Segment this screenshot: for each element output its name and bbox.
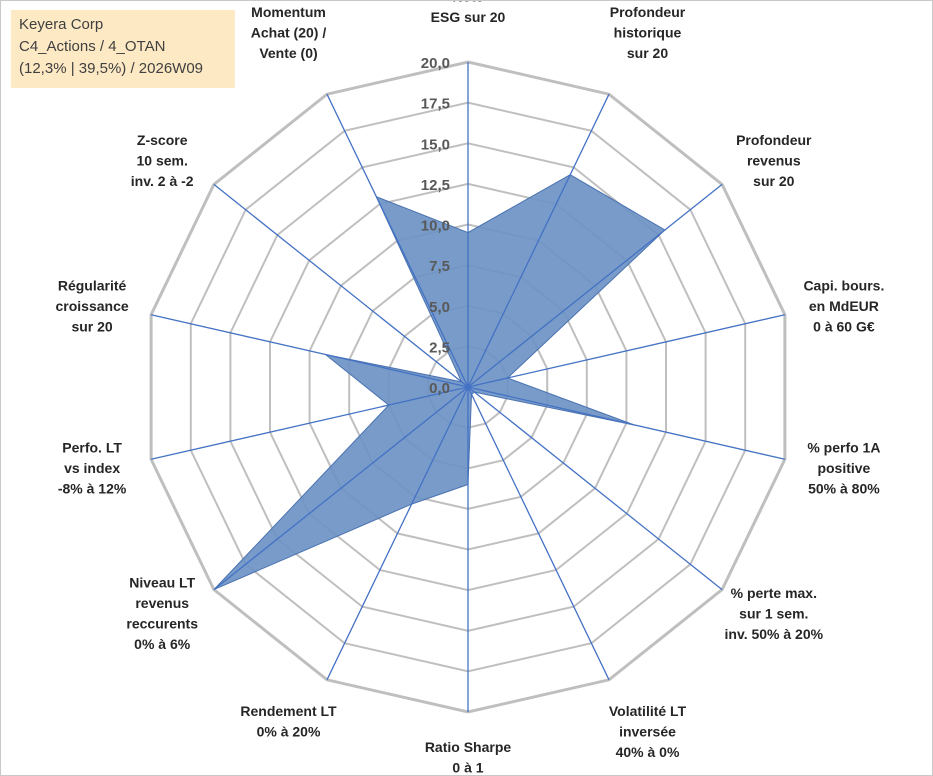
- spoke-10: [150, 386, 469, 460]
- tick-label: 10,0: [421, 218, 450, 235]
- company-name: Keyera Corp: [19, 16, 104, 33]
- axis-label-2: Profondeur revenus sur 20: [736, 132, 812, 189]
- tick-label: 0,0: [429, 380, 450, 397]
- spoke-12: [213, 183, 469, 388]
- axis-label-3: Capi. bours. en MdEUR 0 à 60 G€: [803, 278, 884, 335]
- tick-label: 12,5: [421, 177, 450, 194]
- spoke-4: [467, 386, 786, 460]
- radial-tick-labels: 0,0 2,5 5,0 7,5 10,0 12,5 15,0 17,5 20,0: [421, 55, 450, 397]
- spoke-9: [213, 386, 469, 591]
- axis-label-0: NoteESG sur 20: [431, 1, 506, 25]
- spoke-2: [467, 183, 723, 388]
- spoke-11: [150, 314, 469, 388]
- axis-label-7: Ratio Sharpe 0 à 1: [425, 739, 512, 775]
- spoke-1: [467, 93, 610, 388]
- axis-label-8: Rendement LT 0% à 20%: [240, 703, 337, 740]
- spoke-6: [467, 386, 610, 681]
- spoke-8: [326, 386, 469, 681]
- axis-label-13: Momentum Achat (20) / Vente (0): [251, 4, 327, 61]
- axis-label-9: Niveau LT revenus reccurents 0% à 6%: [126, 575, 198, 653]
- portfolio-path: C4_Actions / 4_OTAN: [19, 38, 166, 55]
- tick-label: 17,5: [421, 96, 450, 113]
- spoke-3: [467, 314, 786, 388]
- axis-label-4: % perfo 1A positive 50% à 80%: [807, 439, 880, 496]
- radar-spokes: [150, 62, 786, 712]
- axis-label-10: Perfo. LT vs index -8% à 12%: [58, 439, 127, 496]
- tick-label: 7,5: [429, 258, 450, 275]
- tick-label: 2,5: [429, 339, 450, 356]
- axis-label-5: % perte max. sur 1 sem. inv. 50% à 20%: [725, 585, 824, 642]
- title-box: Keyera Corp C4_Actions / 4_OTAN (12,3% |…: [11, 10, 235, 88]
- axis-label-12: Z-score 10 sem. inv. 2 à -2: [131, 132, 194, 189]
- axis-label-1: Profondeur historique sur 20: [610, 4, 686, 61]
- spoke-13: [326, 93, 469, 388]
- axis-label-11: Régularité croissance sur 20: [56, 278, 129, 335]
- stats-week: (12,3% | 39,5%) / 2026W09: [19, 60, 203, 77]
- spoke-5: [467, 386, 723, 591]
- axis-label-6: Volatilité LT inversée 40% à 0%: [609, 703, 687, 760]
- tick-label: 5,0: [429, 299, 450, 316]
- tick-label: 20,0: [421, 55, 450, 72]
- tick-label: 15,0: [421, 136, 450, 153]
